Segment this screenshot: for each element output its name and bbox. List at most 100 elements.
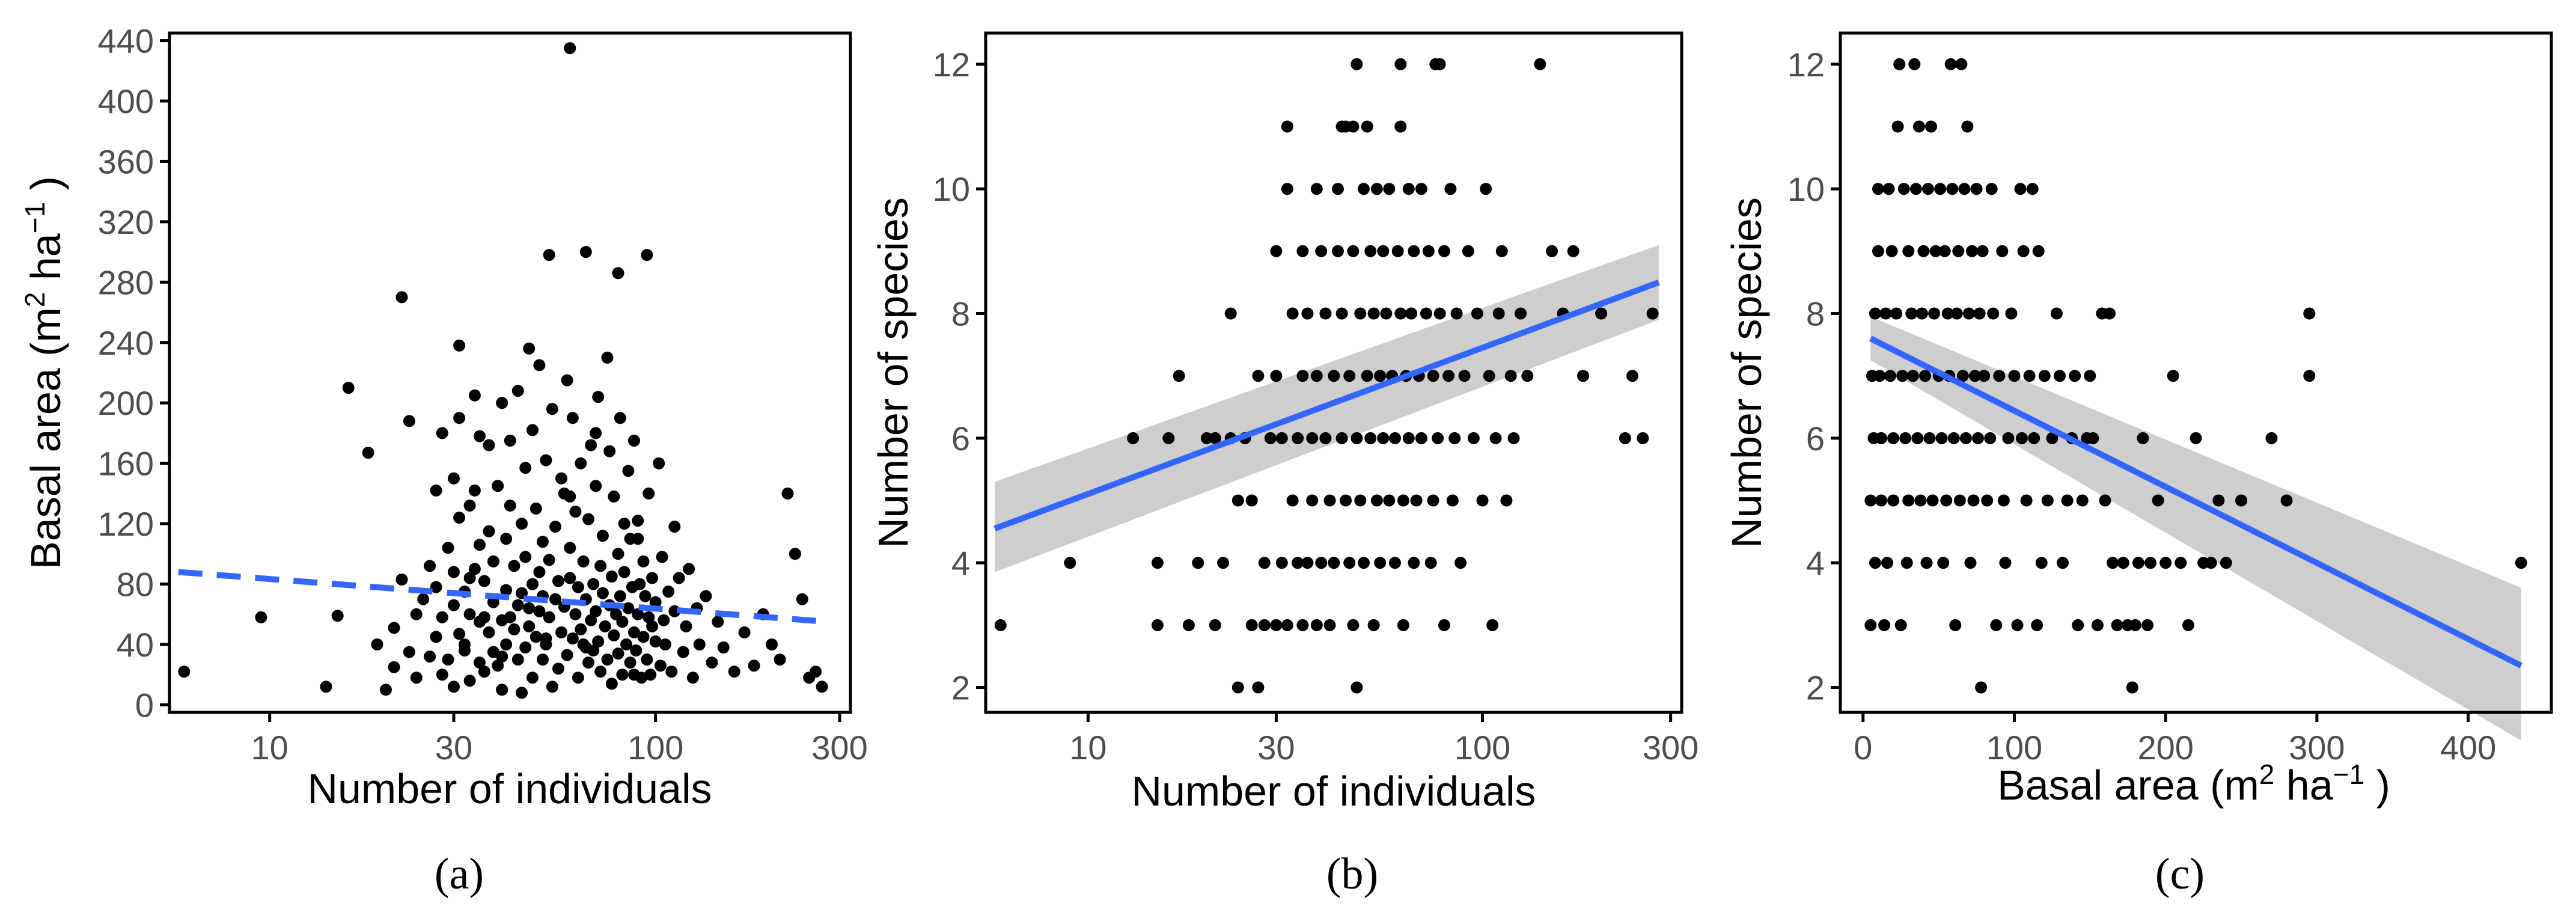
panel-a-point — [511, 385, 524, 397]
panel-c-x-ticks: 0 100 200 300 400 — [1854, 712, 2496, 766]
panel-a-point — [564, 42, 576, 55]
panel-a-y-ticks: 0 40 80 120 160 200 240 280 320 360 400 440 — [98, 22, 169, 724]
panel-a-y-tick-label: 440 — [98, 22, 154, 60]
panel-b-point — [1394, 58, 1407, 70]
panel-b-y-tick-label: 2 — [951, 669, 970, 707]
panel-b-point — [1347, 619, 1360, 631]
panel-c-point — [2107, 557, 2119, 569]
panel-b-point — [1323, 494, 1336, 507]
panel-a-x-axis-title: Number of individuals — [307, 765, 712, 812]
panel-a-point — [717, 641, 730, 653]
panel-a-basal-area-vs-individuals: 10 30 100 300 0 40 80 120 160 200 240 280 320 360 400… — [19, 22, 868, 899]
panel-a-point — [618, 518, 630, 530]
panel-b-point — [1358, 557, 1370, 569]
panel-b-point — [1422, 245, 1435, 257]
panel-b-point — [1301, 307, 1314, 320]
panel-a-point — [712, 616, 724, 628]
panel-b-point — [1296, 619, 1309, 631]
panel-c-point — [1944, 58, 1957, 70]
panel-a-point — [577, 555, 590, 568]
panel-a-point — [677, 646, 689, 658]
panel-a-point — [448, 681, 460, 693]
panel-b-point — [1270, 245, 1283, 257]
panel-c-point — [1941, 307, 1954, 320]
panel-a-point — [500, 584, 513, 596]
panel-c-fit-line — [1869, 335, 2523, 669]
panel-a-point — [738, 626, 751, 638]
panel-a-point — [622, 602, 635, 614]
panel-a-point — [596, 587, 609, 599]
panel-a-point — [453, 628, 466, 640]
panel-b-point — [1064, 557, 1076, 569]
panel-a-point — [549, 593, 561, 605]
panel-c-point — [1878, 619, 1890, 631]
panel-b-point — [1394, 120, 1407, 133]
panel-a-point — [641, 249, 653, 262]
panel-b-point — [1438, 245, 1450, 257]
panel-c-point — [1950, 307, 1963, 320]
panel-a-y-tick-label: 160 — [98, 445, 154, 483]
panel-b-point — [1361, 120, 1373, 133]
panel-a-point — [614, 590, 626, 602]
panel-a-plot-border — [168, 31, 852, 714]
panel-a-point — [430, 581, 442, 593]
panel-a-regression-line — [178, 569, 829, 625]
panel-a-point — [178, 666, 191, 678]
panel-a-point — [342, 382, 355, 394]
panel-b-point — [1292, 557, 1304, 569]
panel-a-point — [572, 672, 584, 684]
panel-a-point — [641, 653, 653, 666]
panel-b-point — [1286, 307, 1299, 320]
panel-b-point — [1504, 370, 1517, 382]
panel-a-point — [533, 359, 546, 372]
panel-a-point — [424, 650, 436, 663]
panel-c-point — [1893, 58, 1906, 70]
panel-c-point — [1964, 557, 1977, 569]
panel-a-point — [523, 602, 536, 614]
panel-b-point — [1296, 370, 1309, 382]
panel-b-y-tick-label: 8 — [951, 295, 970, 333]
panel-a-point — [566, 412, 579, 424]
panel-a-point — [579, 641, 592, 653]
panel-a-y-tick-label: 240 — [98, 324, 154, 362]
panel-a-point — [646, 572, 659, 584]
panel-b-point — [1217, 557, 1230, 569]
panel-b-point — [1224, 307, 1237, 320]
panel-c-point — [2091, 619, 2104, 631]
panel-b-point — [1200, 432, 1213, 444]
panel-c-point — [1884, 370, 1897, 382]
panel-a-point — [590, 480, 602, 492]
panel-c-point — [1887, 494, 1900, 507]
panel-c-point — [2205, 557, 2217, 569]
panel-a-point — [519, 641, 532, 653]
panel-a-point — [496, 397, 508, 409]
panel-a-point — [442, 653, 454, 666]
panel-a-point — [504, 435, 516, 447]
panel-a-fit-line — [178, 569, 829, 625]
panel-a-point — [519, 551, 532, 563]
panel-c-point — [2265, 432, 2278, 444]
panel-a-point — [533, 605, 546, 617]
panel-a-point — [255, 611, 267, 623]
panel-c-point — [2220, 557, 2232, 569]
panel-a-y-tick-label: 320 — [98, 203, 154, 241]
panel-a-point — [624, 656, 636, 669]
panel-a-point — [561, 374, 573, 387]
panel-c-point — [2020, 494, 2033, 507]
panel-b-point — [1415, 432, 1427, 444]
panel-b-point — [1408, 557, 1420, 569]
panel-c-point — [1897, 183, 1910, 195]
panel-b-point — [1332, 245, 1344, 257]
panel-c-point — [1975, 681, 1988, 694]
panel-a-point — [585, 614, 597, 626]
panel-a-point — [590, 605, 602, 617]
panel-c-point — [1912, 120, 1925, 133]
panel-a-point — [658, 614, 670, 626]
panel-a-point — [630, 644, 642, 656]
panel-c-point — [1935, 432, 1948, 444]
panel-c-point — [1970, 183, 1983, 195]
panel-a-point — [603, 445, 616, 457]
panel-c-point — [1959, 432, 1972, 444]
panel-c-point — [1996, 245, 2009, 257]
panel-a-point — [766, 638, 778, 650]
